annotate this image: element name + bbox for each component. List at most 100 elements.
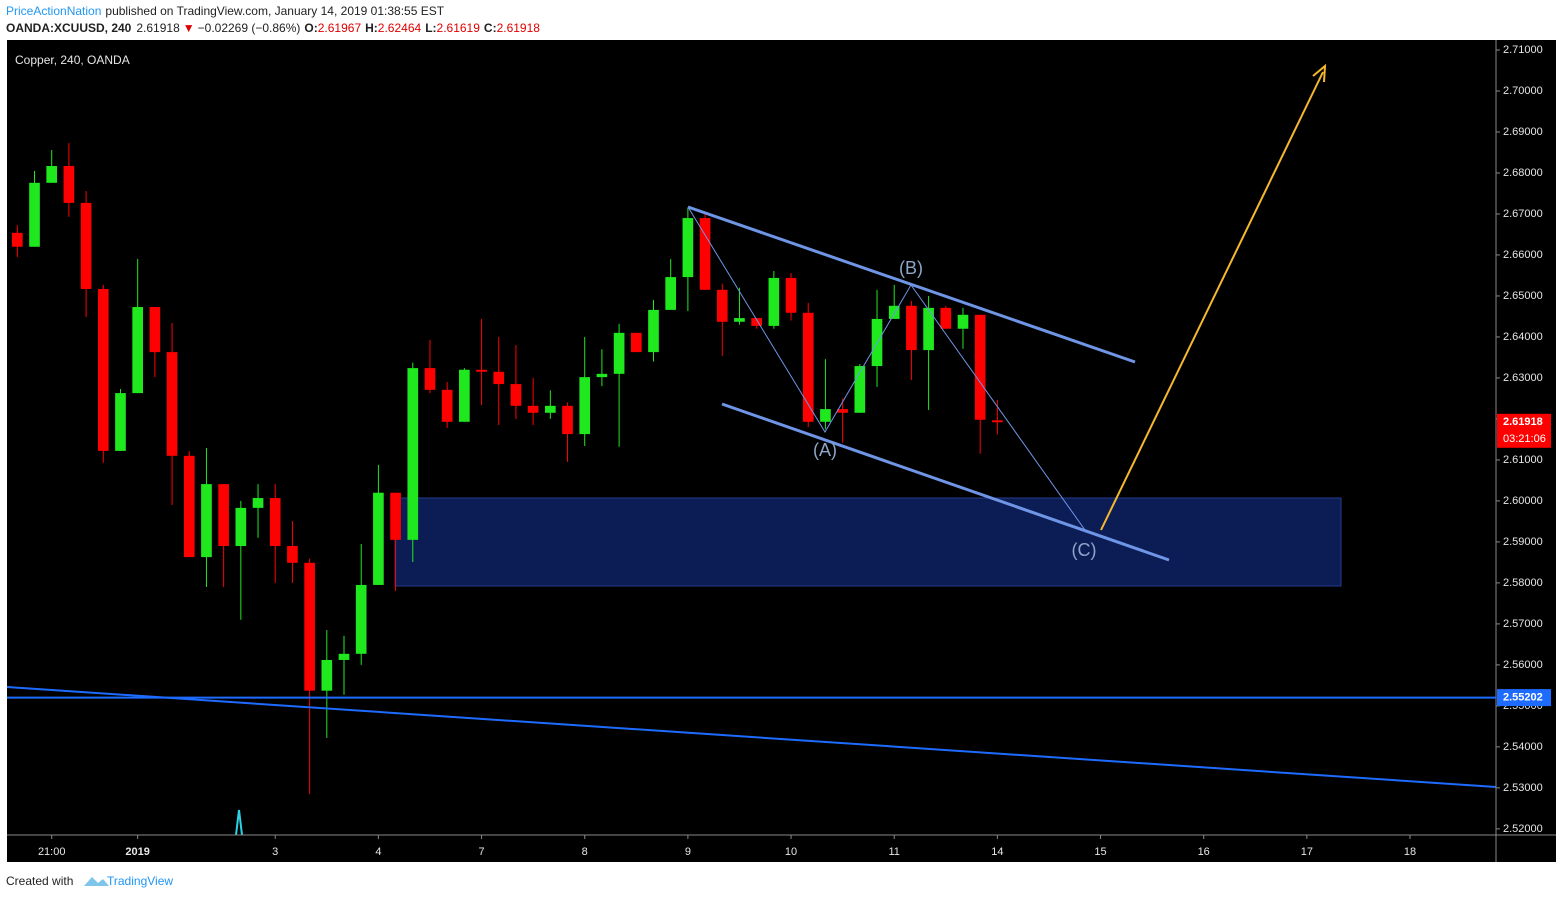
y-tick-label: 2.60000 (1503, 495, 1543, 507)
ohlc-value: 2.61918 (497, 21, 541, 35)
wave-path (687, 206, 1086, 531)
candle-body (183, 455, 195, 558)
countdown-label: 03:21:06 (1503, 433, 1546, 445)
candle-body (46, 166, 58, 183)
y-tick-label: 2.52000 (1503, 823, 1543, 835)
author[interactable]: PriceActionNation (6, 4, 101, 18)
y-tick-label: 2.59000 (1503, 536, 1543, 548)
header-line-1: PriceActionNation published on TradingVie… (6, 4, 445, 18)
change: −0.02269 (−0.86%) (198, 21, 301, 35)
candle-body (906, 305, 917, 351)
candle-body (97, 288, 109, 451)
y-tick-label: 2.65000 (1503, 290, 1543, 302)
candle-body (734, 318, 745, 322)
candle-body (63, 166, 75, 203)
candle-body (751, 318, 762, 326)
candle-body (407, 368, 419, 540)
x-tick-label: 11 (888, 846, 899, 858)
footer-prefix: Created with (6, 874, 73, 888)
y-tick-label: 2.64000 (1503, 331, 1543, 343)
symbol: OANDA:XCUUSD, 240 (6, 21, 132, 35)
price-label-box (1497, 413, 1551, 448)
candle-body (785, 277, 797, 313)
candle-body (235, 507, 247, 547)
x-tick-label: 7 (478, 846, 484, 858)
x-tick-label: 14 (991, 846, 1003, 858)
y-tick-label: 2.71000 (1503, 44, 1543, 56)
candle-body (974, 314, 986, 420)
x-tick-label: 16 (1198, 846, 1210, 858)
candle-body (321, 659, 333, 691)
y-tick-label: 2.68000 (1503, 167, 1543, 179)
candle-body (441, 389, 453, 422)
y-tick-label: 2.58000 (1503, 577, 1543, 589)
candle-body (149, 307, 161, 353)
candle-body (545, 405, 556, 413)
candle-body (115, 393, 126, 451)
candle-body (630, 332, 642, 353)
brand-logo (84, 877, 109, 886)
candle-body (579, 377, 591, 435)
candle-body (218, 484, 229, 547)
x-tick-label: 4 (375, 846, 381, 858)
ohlc-value: 2.61967 (318, 21, 362, 35)
candle-body (373, 492, 384, 585)
ohlc-label: C: (484, 21, 497, 35)
candle-body (716, 289, 728, 322)
x-tick-label: 9 (685, 846, 691, 858)
ohlc-label: O: (304, 21, 317, 35)
candle-body (80, 202, 92, 289)
candle-body (493, 371, 505, 385)
x-tick-label: 2019 (125, 846, 149, 858)
arrow-line (1100, 71, 1324, 531)
candle-body (648, 309, 659, 353)
header-line-2: OANDA:XCUUSD, 240 2.61918 ▼ −0.02269 (−0.86… (6, 21, 540, 35)
x-tick-label: 21:00 (38, 846, 66, 858)
candle-body (596, 373, 608, 378)
candle-body (699, 218, 711, 290)
price-label: 2.55202 (1503, 692, 1543, 704)
x-tick-label: 17 (1301, 846, 1313, 858)
candle-body (252, 498, 264, 508)
candle-body (355, 584, 367, 654)
y-tick-label: 2.53000 (1503, 782, 1543, 794)
footer-brand[interactable]: TradingView (107, 874, 173, 888)
ohlc-label: L: (425, 21, 436, 35)
candle-body (459, 369, 470, 422)
candle-body (390, 492, 401, 540)
candle-body (854, 366, 866, 413)
candle-body (940, 307, 952, 329)
candle-body (424, 368, 436, 390)
y-tick-label: 2.57000 (1503, 618, 1543, 630)
candle-body (562, 405, 573, 435)
candles (11, 143, 1003, 795)
wave-label: (A) (813, 440, 837, 460)
candle-body (201, 484, 212, 558)
y-tick-label: 2.63000 (1503, 372, 1543, 384)
y-tick-label: 2.69000 (1503, 126, 1543, 138)
channel-upper (687, 205, 1136, 364)
price-label: 2.61918 (1503, 416, 1543, 428)
x-tick-label: 8 (582, 846, 588, 858)
y-tick-label: 2.70000 (1503, 85, 1543, 97)
trend-line (6, 686, 1497, 788)
candle-body (923, 307, 934, 351)
wave-label: (C) (1072, 540, 1097, 560)
candle-body (613, 332, 625, 374)
candle-body (888, 305, 900, 319)
x-tick-label: 18 (1404, 846, 1416, 858)
candle-body (132, 307, 144, 394)
x-tick-label: 3 (272, 846, 278, 858)
candle-body (957, 314, 969, 329)
candle-body (29, 182, 40, 247)
candle-body (304, 562, 315, 691)
wave-label: (B) (899, 258, 923, 278)
change-arrow: ▼ (183, 21, 195, 35)
candle-body (682, 218, 694, 278)
zone-rectangle (394, 497, 1342, 587)
candle-body (527, 405, 539, 413)
indicator-spike (235, 809, 243, 836)
candle-body (837, 409, 848, 413)
chart-background (7, 40, 1556, 862)
